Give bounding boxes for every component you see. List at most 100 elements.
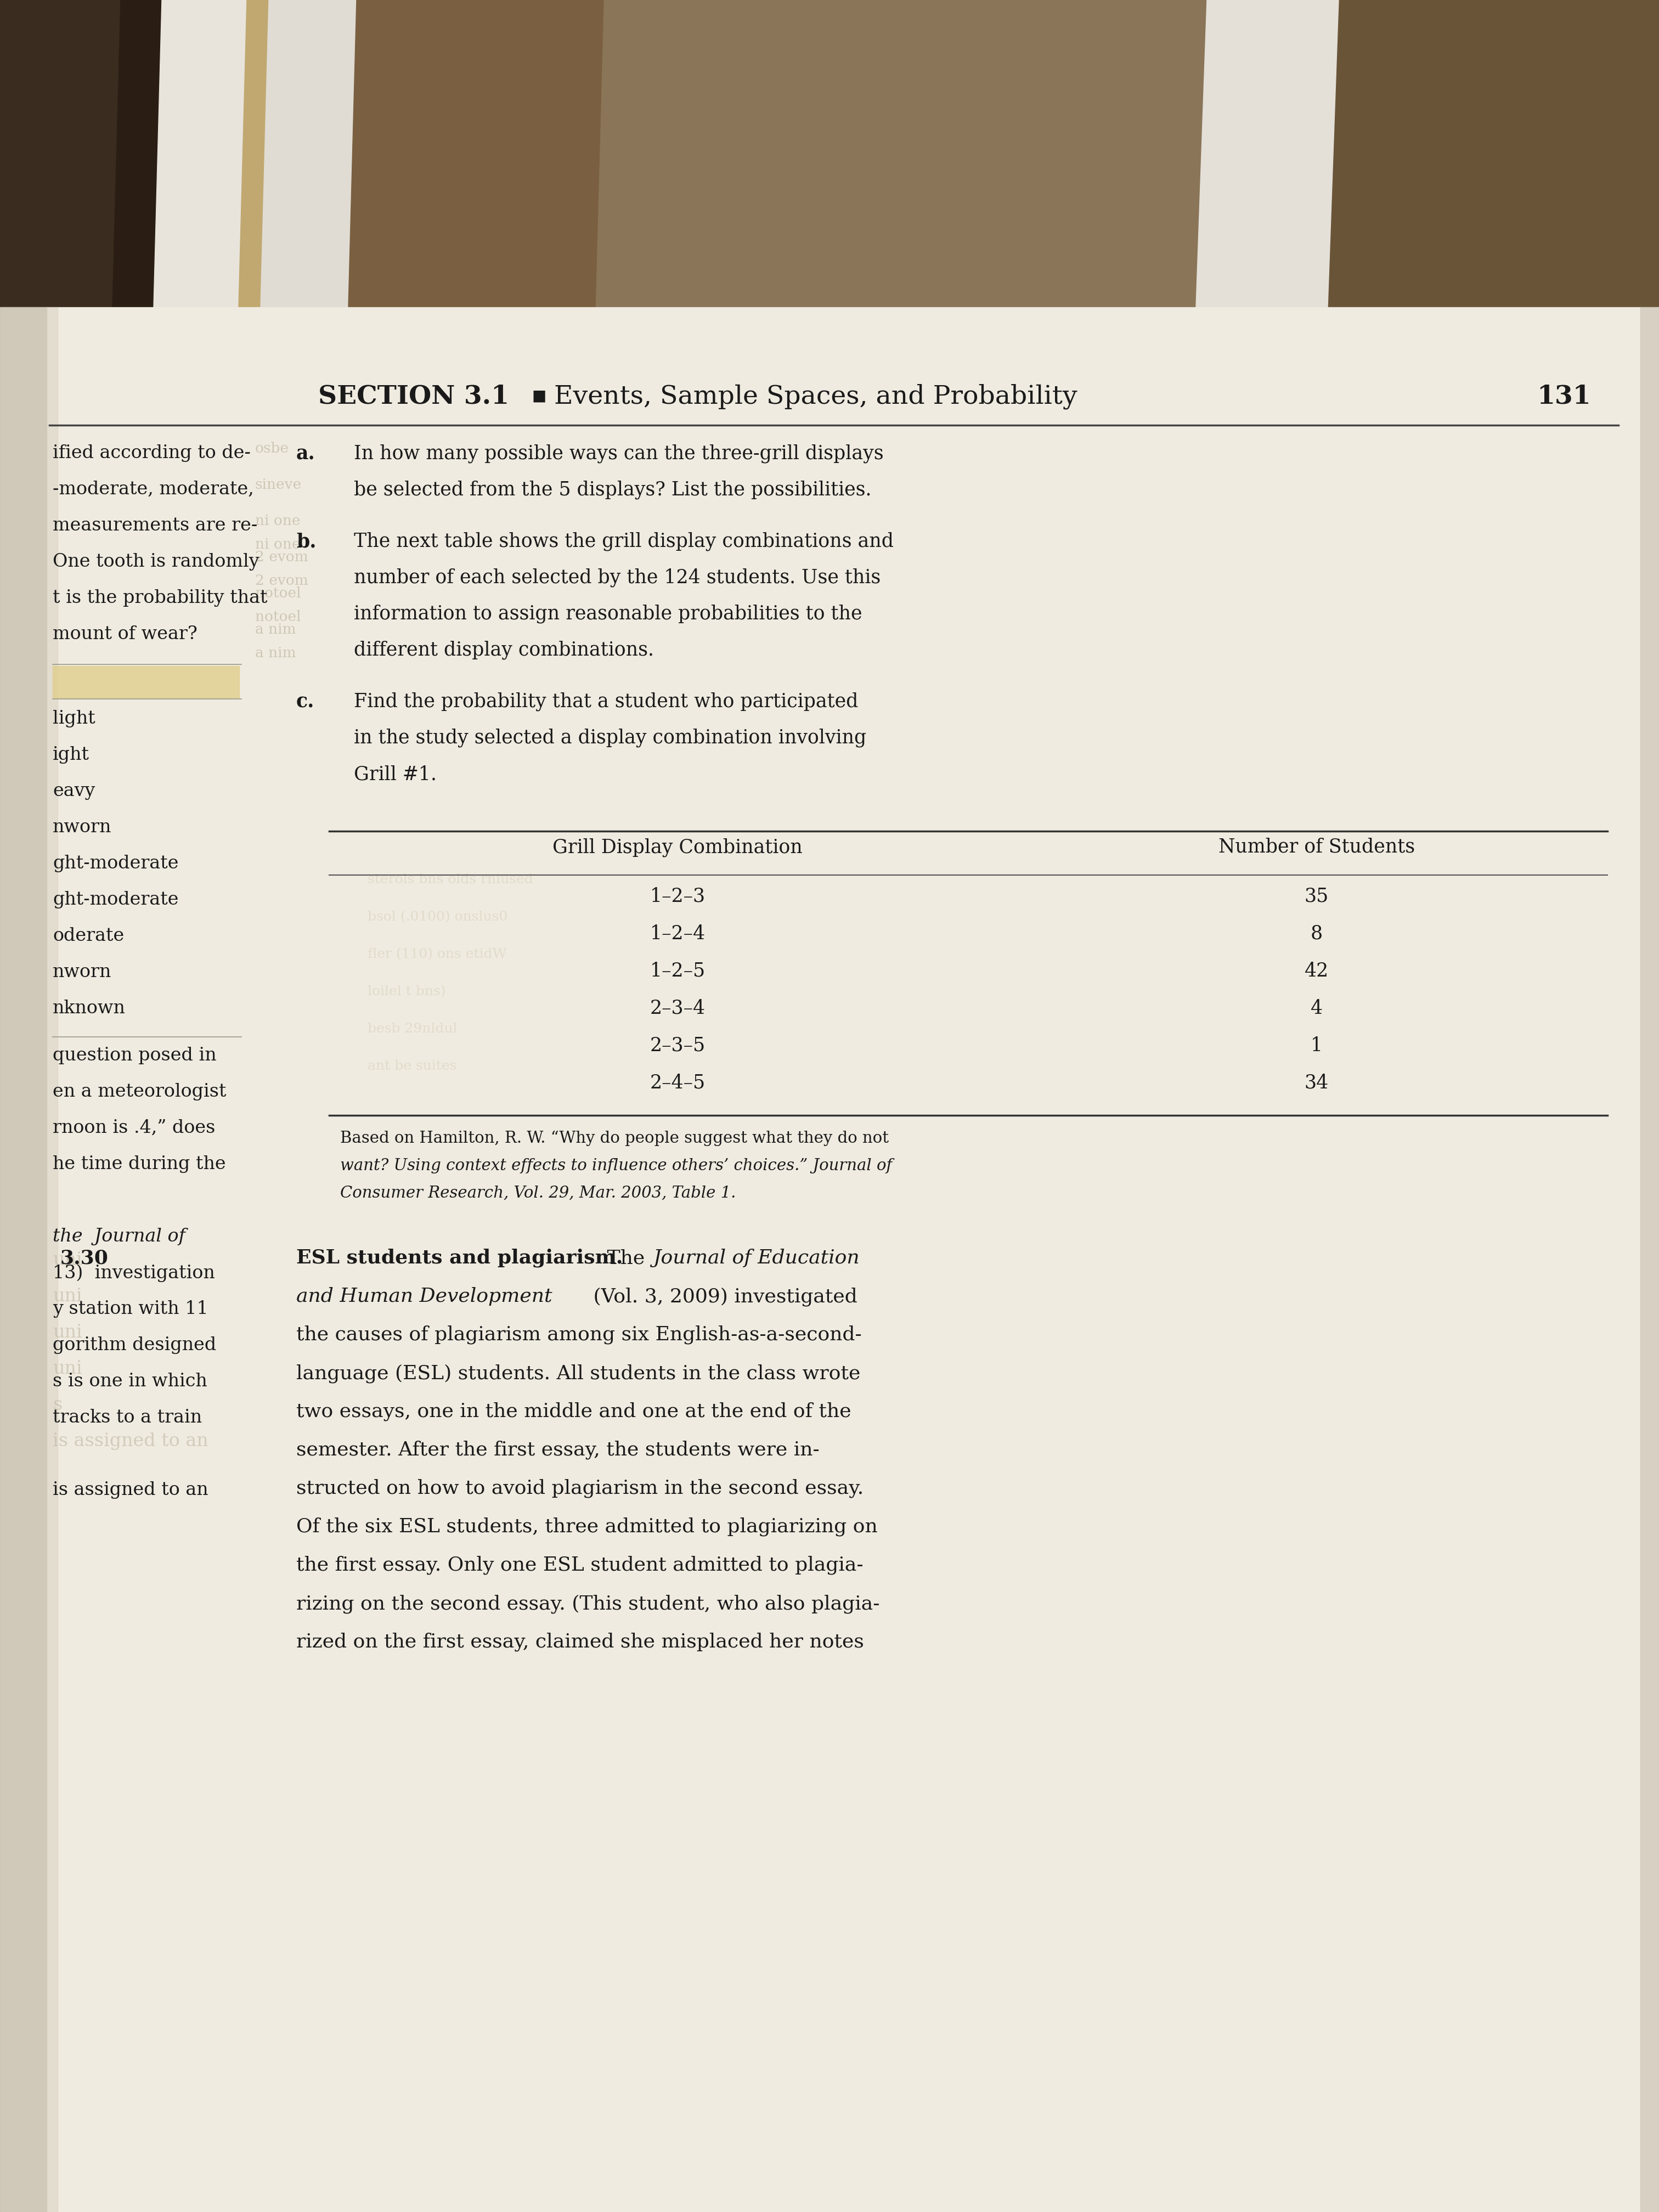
Text: in the study selected a display combination involving: in the study selected a display combinat… bbox=[353, 728, 866, 748]
Text: Journal of Education: Journal of Education bbox=[654, 1248, 859, 1267]
Text: loilel t bns): loilel t bns) bbox=[368, 984, 446, 998]
Text: oderate: oderate bbox=[53, 927, 124, 945]
Text: y station with 11: y station with 11 bbox=[53, 1301, 209, 1318]
Text: light: light bbox=[53, 710, 95, 728]
Text: ESL students and plagiarism.: ESL students and plagiarism. bbox=[297, 1248, 622, 1267]
Text: 1: 1 bbox=[1311, 1037, 1322, 1055]
Text: 13)  investigation: 13) investigation bbox=[53, 1263, 216, 1283]
Bar bbox=[0, 0, 1659, 307]
Text: osbe: osbe bbox=[255, 442, 289, 456]
Text: Grill Display Combination: Grill Display Combination bbox=[552, 838, 803, 856]
Text: 1–2–4: 1–2–4 bbox=[650, 925, 705, 942]
Text: information to assign reasonable probabilities to the: information to assign reasonable probabi… bbox=[353, 604, 863, 624]
Text: Find the probability that a student who participated: Find the probability that a student who … bbox=[353, 692, 858, 712]
Text: 8: 8 bbox=[1311, 925, 1322, 942]
Text: notoel: notoel bbox=[255, 611, 300, 624]
Text: Grill #1.: Grill #1. bbox=[353, 765, 436, 783]
Text: ni one: ni one bbox=[255, 538, 300, 551]
Text: measurements are re-: measurements are re- bbox=[53, 518, 257, 535]
Text: is assigned to an: is assigned to an bbox=[53, 1482, 209, 1500]
Text: The next table shows the grill display combinations and: The next table shows the grill display c… bbox=[353, 533, 894, 551]
Text: rnoon is .4,” does: rnoon is .4,” does bbox=[53, 1119, 216, 1137]
Polygon shape bbox=[260, 0, 357, 307]
Text: uni: uni bbox=[53, 1323, 81, 1340]
Text: 3.30: 3.30 bbox=[60, 1248, 108, 1267]
Polygon shape bbox=[154, 0, 247, 307]
Text: 35: 35 bbox=[1304, 887, 1329, 905]
Text: nworn: nworn bbox=[53, 818, 111, 836]
Text: 2–3–4: 2–3–4 bbox=[650, 1000, 705, 1018]
Text: 2 evom: 2 evom bbox=[255, 551, 309, 564]
Text: 4: 4 bbox=[1311, 1000, 1322, 1018]
Text: 42: 42 bbox=[1304, 962, 1329, 980]
Bar bbox=[0, 307, 46, 2212]
Text: structed on how to avoid plagiarism in the second essay.: structed on how to avoid plagiarism in t… bbox=[297, 1480, 864, 1498]
Text: ■: ■ bbox=[533, 389, 546, 405]
Text: ight: ight bbox=[53, 745, 90, 763]
Text: In how many possible ways can the three-grill displays: In how many possible ways can the three-… bbox=[353, 445, 884, 462]
Text: tracks to a train: tracks to a train bbox=[53, 1409, 202, 1427]
Text: the causes of plagiarism among six English-as-a-second-: the causes of plagiarism among six Engli… bbox=[297, 1325, 861, 1345]
Text: rizing on the second essay. (This student, who also plagia-: rizing on the second essay. (This studen… bbox=[297, 1595, 879, 1613]
Text: rized on the first essay, claimed she misplaced her notes: rized on the first essay, claimed she mi… bbox=[297, 1632, 864, 1652]
Text: different display combinations.: different display combinations. bbox=[353, 641, 654, 659]
Polygon shape bbox=[348, 0, 604, 307]
Polygon shape bbox=[596, 0, 1208, 307]
Text: One tooth is randomly: One tooth is randomly bbox=[53, 553, 259, 571]
Text: The: The bbox=[601, 1248, 650, 1267]
Text: fler (110) ons etidW: fler (110) ons etidW bbox=[368, 949, 506, 960]
Text: 2–4–5: 2–4–5 bbox=[650, 1073, 705, 1093]
Text: semester. After the first essay, the students were in-: semester. After the first essay, the stu… bbox=[297, 1440, 820, 1460]
Text: a.: a. bbox=[297, 445, 315, 462]
Text: eavy: eavy bbox=[53, 783, 95, 801]
Text: ght-moderate: ght-moderate bbox=[53, 891, 179, 909]
Text: notoel: notoel bbox=[255, 586, 300, 599]
Text: mount of wear?: mount of wear? bbox=[53, 626, 197, 644]
Text: b.: b. bbox=[297, 533, 317, 551]
Bar bbox=[53, 666, 239, 697]
Text: ni one: ni one bbox=[255, 513, 300, 529]
Text: s is one in which: s is one in which bbox=[53, 1374, 207, 1389]
Text: uni: uni bbox=[53, 1252, 81, 1270]
Text: sineve: sineve bbox=[255, 478, 302, 491]
Text: 2–3–5: 2–3–5 bbox=[650, 1037, 705, 1055]
Text: the first essay. Only one ESL student admitted to plagia-: the first essay. Only one ESL student ad… bbox=[297, 1555, 863, 1575]
Text: s: s bbox=[53, 1396, 61, 1413]
Text: the  Journal of: the Journal of bbox=[53, 1228, 186, 1245]
Text: -moderate, moderate,: -moderate, moderate, bbox=[53, 480, 254, 498]
Text: and Human Development: and Human Development bbox=[297, 1287, 552, 1305]
Text: sterols bns olds rniused: sterols bns olds rniused bbox=[368, 874, 533, 887]
Text: 131: 131 bbox=[1536, 385, 1591, 409]
Polygon shape bbox=[1327, 0, 1659, 307]
Text: besb 29nldul: besb 29nldul bbox=[368, 1022, 458, 1035]
Text: be selected from the 5 displays? List the possibilities.: be selected from the 5 displays? List th… bbox=[353, 480, 871, 500]
Bar bbox=[46, 307, 58, 2212]
Text: Number of Students: Number of Students bbox=[1218, 838, 1415, 856]
Text: language (ESL) students. All students in the class wrote: language (ESL) students. All students in… bbox=[297, 1365, 861, 1383]
Bar bbox=[1641, 307, 1659, 2212]
Text: bsol (.0100) onslus0: bsol (.0100) onslus0 bbox=[368, 911, 508, 922]
Text: ified according to de-: ified according to de- bbox=[53, 445, 251, 462]
Text: 2 evom: 2 evom bbox=[255, 573, 309, 588]
Polygon shape bbox=[113, 0, 171, 307]
Text: 1–2–3: 1–2–3 bbox=[650, 887, 705, 905]
Text: uni: uni bbox=[53, 1287, 81, 1305]
Text: SECTION 3.1: SECTION 3.1 bbox=[319, 385, 509, 409]
Text: ght-moderate: ght-moderate bbox=[53, 854, 179, 872]
Text: Consumer Research, Vol. 29, Mar. 2003, Table 1.: Consumer Research, Vol. 29, Mar. 2003, T… bbox=[340, 1186, 737, 1201]
Text: en a meteorologist: en a meteorologist bbox=[53, 1084, 226, 1102]
Text: Of the six ESL students, three admitted to plagiarizing on: Of the six ESL students, three admitted … bbox=[297, 1517, 878, 1537]
Text: two essays, one in the middle and one at the end of the: two essays, one in the middle and one at… bbox=[297, 1402, 851, 1420]
Text: is assigned to an: is assigned to an bbox=[53, 1433, 209, 1451]
Text: uni: uni bbox=[53, 1360, 81, 1378]
Text: he time during the: he time during the bbox=[53, 1155, 226, 1172]
Text: c.: c. bbox=[297, 692, 315, 710]
Polygon shape bbox=[1196, 0, 1339, 307]
Text: 34: 34 bbox=[1304, 1073, 1329, 1093]
Text: gorithm designed: gorithm designed bbox=[53, 1336, 216, 1354]
Text: Events, Sample Spaces, and Probability: Events, Sample Spaces, and Probability bbox=[554, 385, 1077, 409]
Text: Based on Hamilton, R. W. “Why do people suggest what they do not: Based on Hamilton, R. W. “Why do people … bbox=[340, 1130, 889, 1146]
Text: a nim: a nim bbox=[255, 622, 295, 637]
Text: number of each selected by the 124 students. Use this: number of each selected by the 124 stude… bbox=[353, 568, 881, 588]
Polygon shape bbox=[239, 0, 269, 307]
